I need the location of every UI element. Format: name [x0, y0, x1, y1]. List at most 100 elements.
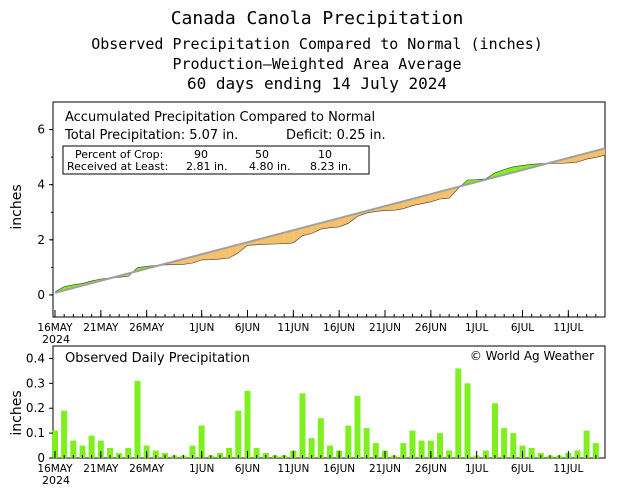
- bottom-x-tick-label: 26JUN: [415, 463, 447, 475]
- top-x-tick-label: 16MAY: [37, 322, 73, 334]
- daily-precip-bar: [327, 445, 333, 458]
- chart-title: Canada Canola Precipitation: [170, 8, 464, 29]
- bottom-x-tick-label: 16JUN: [323, 463, 355, 475]
- top-x-tick-label: 16JUN: [323, 322, 355, 334]
- daily-precip-bar: [427, 440, 434, 458]
- credit-label: © World Ag Weather: [470, 349, 594, 363]
- normal-accumulated-line: [54, 147, 606, 294]
- accumulated-fill-segment: [385, 203, 395, 211]
- top-x-tick-label: 1JUN: [189, 322, 214, 334]
- top-y-tick-label: 4: [37, 178, 45, 192]
- accumulated-fill-segment: [229, 244, 239, 259]
- daily-precip-bar: [501, 428, 508, 458]
- received-value-50: 4.80 in.: [249, 160, 291, 173]
- received-row-label: Received at Least:: [67, 160, 168, 173]
- daily-precip-bar: [455, 368, 462, 458]
- daily-precip-bar: [492, 403, 498, 458]
- top-y-ticks: 0 2 4 6: [37, 123, 53, 302]
- daily-precip-bar: [61, 410, 68, 458]
- bottom-x-tick-label: 21MAY: [83, 463, 119, 475]
- daily-precip-bar: [528, 448, 535, 458]
- bottom-x-tick-label: 26MAY: [129, 463, 165, 475]
- daily-precip-bar: [372, 443, 379, 458]
- bottom-y-tick-label: 0.2: [26, 401, 45, 415]
- daily-precip-bar: [253, 448, 260, 458]
- daily-precip-bar: [125, 448, 132, 458]
- bottom-x-tick-label: 1JUN: [189, 463, 214, 475]
- top-x-tick-label: 26JUN: [415, 322, 447, 334]
- bottom-y-ticks: 0 0.1 0.2 0.3 0.4: [26, 351, 53, 465]
- bottom-x-ticks: 16MAY 21MAY 26MAY 1JUN 6JUN 11JUN 16JUN 21JUN 26…: [37, 451, 597, 475]
- daily-precip-bar: [592, 443, 599, 458]
- daily-precip-bar: [317, 418, 324, 458]
- daily-precip-bar: [510, 433, 517, 458]
- daily-precip-bar: [308, 438, 315, 458]
- bottom-x-tick-label: 1JUL: [465, 463, 488, 475]
- accumulated-plot-frame: [52, 101, 606, 318]
- daily-precip-bar: [446, 450, 453, 458]
- accumulated-fill-segment: [275, 232, 285, 244]
- daily-precip-bar: [244, 390, 251, 458]
- percent-row-label: Percent of Crop:: [75, 148, 163, 161]
- daily-precip-bar: [464, 383, 471, 458]
- daily-precip-bar: [354, 395, 361, 458]
- daily-precip-bar: [70, 440, 77, 458]
- top-x-tick-label: 1JUL: [465, 322, 488, 334]
- daily-precip-bar: [189, 445, 196, 458]
- daily-precip-bar: [97, 440, 104, 458]
- deficit-label: Deficit: 0.25 in.: [286, 128, 386, 143]
- daily-title: Observed Daily Precipitation: [65, 351, 250, 366]
- daily-precip-bar: [152, 450, 159, 458]
- bottom-y-tick-label: 0.1: [26, 426, 45, 440]
- daily-precip-bar: [226, 448, 233, 458]
- daily-precip-bar: [79, 445, 86, 458]
- observed-accumulated-line: [54, 154, 606, 293]
- percent-table-box: [62, 145, 370, 175]
- daily-precip-bar: [299, 393, 306, 458]
- daily-precip-bar: [235, 410, 242, 458]
- received-value-90: 2.81 in.: [186, 160, 228, 173]
- accumulated-fill-segment: [293, 227, 303, 243]
- accumulated-title: Accumulated Precipitation Compared to No…: [65, 110, 375, 125]
- daily-plot-area: [52, 368, 599, 458]
- daily-precip-bar: [134, 380, 141, 458]
- daily-precip-bar: [482, 450, 489, 458]
- daily-precip-bar: [409, 430, 416, 458]
- top-x-tick-label: 6JUN: [235, 322, 260, 334]
- daily-precip-bar: [363, 428, 370, 458]
- bottom-y-tick-label: 0.4: [26, 351, 45, 365]
- daily-precip-bar: [400, 443, 407, 458]
- top-y-tick-label: 6: [37, 123, 45, 137]
- received-value-10: 8.23 in.: [310, 160, 352, 173]
- chart-subtitle: Observed Precipitation Compared to Norma…: [91, 35, 543, 53]
- top-y-tick-label: 0: [37, 288, 45, 302]
- daily-precip-bar: [52, 430, 58, 458]
- bottom-x-tick-label: 16MAY: [37, 463, 73, 475]
- daily-precip-bar: [437, 433, 443, 458]
- daily-precip-bar: [88, 435, 95, 458]
- percent-value-90: 90: [194, 148, 208, 161]
- top-x-tick-label: 21JUN: [369, 322, 401, 334]
- top-x-tick-label: 26MAY: [129, 322, 165, 334]
- top-x-tick-label: 11JUL: [553, 322, 583, 334]
- accumulated-fill-segment: [220, 247, 230, 260]
- top-x-tick-label: 21MAY: [83, 322, 119, 334]
- bottom-x-tick-label: 11JUL: [553, 463, 583, 475]
- daily-precip-bar: [107, 448, 113, 458]
- chart-subtitle-2: Production—Weighted Area Average: [172, 55, 462, 73]
- bottom-x-tick-label: 6JUN: [235, 463, 260, 475]
- top-x-tick-label: 6JUL: [511, 322, 534, 334]
- percent-value-10: 10: [318, 148, 332, 161]
- percent-value-50: 50: [255, 148, 269, 161]
- daily-precip-bar: [345, 425, 352, 458]
- top-x-tick-label: 11JUN: [277, 322, 309, 334]
- bottom-y-tick-label: 0.3: [26, 376, 45, 390]
- total-precipitation-label: Total Precipitation: 5.07 in.: [64, 128, 238, 143]
- bottom-y-tick-label: 0: [37, 451, 45, 465]
- daily-precip-bar: [574, 450, 581, 458]
- top-y-tick-label: 2: [37, 233, 45, 247]
- daily-precip-bar: [198, 425, 205, 458]
- bottom-x-tick-label: 21JUN: [369, 463, 401, 475]
- bottom-x-tick-label: 11JUN: [277, 463, 309, 475]
